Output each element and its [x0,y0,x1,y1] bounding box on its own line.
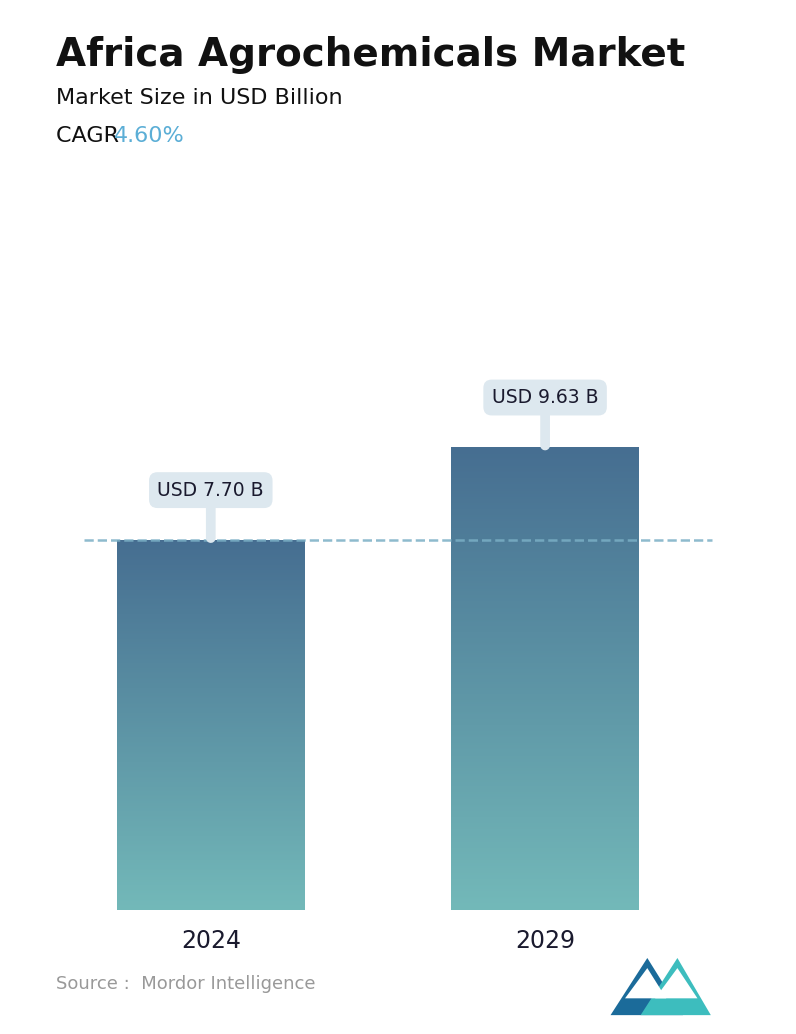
Polygon shape [625,968,666,999]
Polygon shape [641,957,711,1015]
Text: USD 7.70 B: USD 7.70 B [158,481,264,538]
Text: 4.60%: 4.60% [114,126,185,146]
Text: Africa Agrochemicals Market: Africa Agrochemicals Market [56,36,685,74]
Text: USD 9.63 B: USD 9.63 B [492,388,599,446]
Text: CAGR: CAGR [56,126,126,146]
Text: Source :  Mordor Intelligence: Source : Mordor Intelligence [56,975,315,994]
Text: Market Size in USD Billion: Market Size in USD Billion [56,88,342,108]
Polygon shape [611,957,683,1015]
Polygon shape [655,968,697,999]
